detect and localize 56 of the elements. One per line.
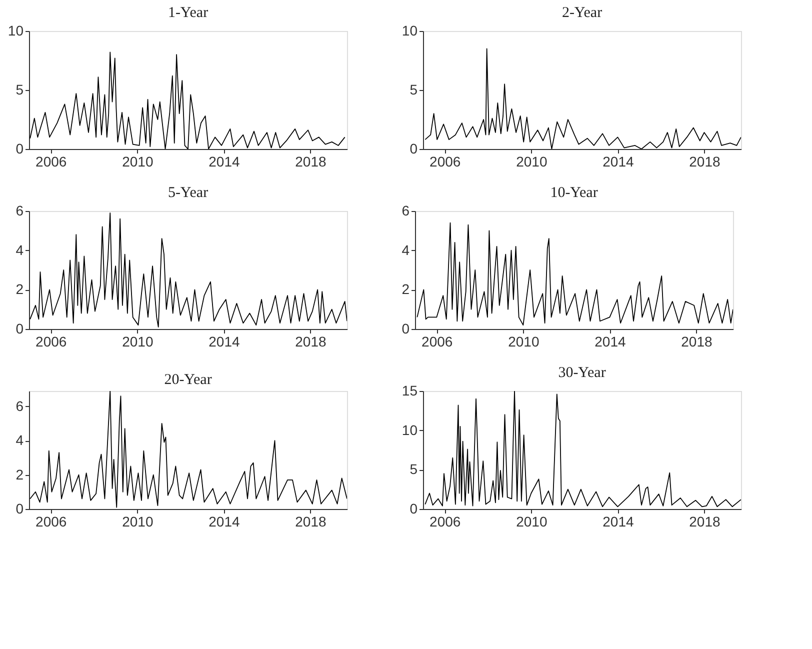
x-tick-label: 2014 [208, 514, 240, 530]
x-tick-label: 2010 [508, 334, 540, 350]
y-tick-label: 2 [16, 281, 24, 298]
x-tick-label: 2018 [681, 334, 713, 350]
x-tick-label: 2010 [122, 154, 154, 170]
y-tick-label: 10 [8, 22, 24, 38]
line-series [424, 391, 741, 508]
chart-title: 10-Year [550, 185, 598, 201]
chart-title: 2-Year [562, 5, 602, 21]
y-tick-label: 15 [402, 382, 418, 398]
line-series [30, 212, 347, 328]
x-tick-label: 2006 [430, 154, 461, 170]
y-tick-label: 0 [410, 140, 418, 156]
x-tick-label: 2014 [602, 154, 634, 170]
x-tick-label: 2006 [422, 334, 453, 350]
y-tick-label: 0 [410, 500, 418, 516]
y-tick-label: 4 [16, 432, 24, 448]
y-tick-label: 0 [16, 500, 24, 516]
x-tick-label: 2018 [295, 514, 327, 530]
x-tick-label: 2006 [36, 334, 67, 350]
x-tick-label: 2014 [594, 334, 626, 350]
x-tick-label: 2006 [36, 154, 67, 170]
chart-title: 30-Year [558, 365, 606, 381]
x-tick-label: 2018 [295, 154, 327, 170]
x-tick-label: 2006 [36, 514, 67, 530]
x-tick-label: 2014 [602, 514, 634, 530]
x-tick-label: 2010 [122, 514, 154, 530]
y-tick-label: 0 [16, 140, 24, 156]
y-tick-label: 6 [16, 398, 24, 414]
y-tick-label: 2 [16, 466, 24, 482]
y-tick-label: 10 [402, 22, 418, 38]
y-tick-label: 0 [16, 320, 24, 336]
y-tick-label: 6 [402, 202, 410, 218]
line-series [416, 222, 733, 326]
chart-title: 5-Year [168, 185, 208, 201]
y-tick-label: 5 [410, 461, 418, 478]
y-tick-label: 4 [402, 242, 410, 258]
x-tick-label: 2014 [208, 154, 240, 170]
y-tick-label: 4 [16, 242, 24, 258]
y-tick-label: 6 [16, 202, 24, 218]
x-tick-label: 2018 [689, 154, 721, 170]
y-tick-label: 0 [402, 320, 410, 336]
y-tick-label: 10 [402, 422, 418, 438]
x-tick-label: 2014 [208, 334, 240, 350]
y-tick-label: 5 [16, 82, 24, 98]
x-tick-label: 2010 [122, 334, 154, 350]
x-tick-label: 2018 [689, 514, 721, 530]
y-tick-label: 5 [410, 82, 418, 98]
x-tick-label: 2018 [295, 334, 327, 350]
x-tick-label: 2006 [430, 514, 461, 530]
y-tick-label: 2 [402, 281, 410, 298]
x-tick-label: 2010 [516, 514, 548, 530]
line-series [30, 52, 346, 149]
x-tick-label: 2010 [516, 154, 548, 170]
chart-title: 20-Year [164, 372, 212, 388]
chart-title: 1-Year [168, 5, 208, 21]
